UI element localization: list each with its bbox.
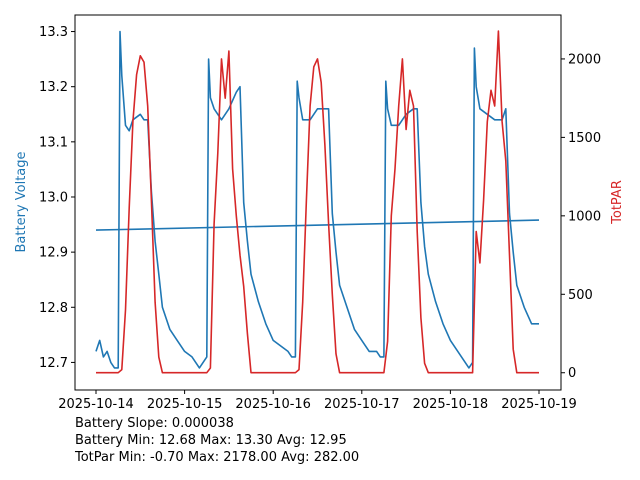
battery-voltage-line <box>95 30 539 369</box>
left-y-tick-label: 12.7 <box>39 356 68 371</box>
x-tick-label: 2025-10-15 <box>147 397 223 412</box>
x-tick-label: 2025-10-18 <box>413 397 489 412</box>
right-y-axis-label: TotPAR <box>610 180 625 225</box>
right-y-tick-label: 1500 <box>568 131 601 146</box>
left-y-axis-label: Battery Voltage <box>14 151 29 252</box>
right-y-tick-label: 0 <box>568 366 576 381</box>
battery-slope-text: Battery Slope: 0.000038 <box>75 416 234 431</box>
left-y-axis: 12.7 12.8 12.9 13.0 13.1 13.2 13.3 <box>39 25 75 371</box>
left-y-tick-label: 13.3 <box>39 25 68 40</box>
battery-trend-line <box>95 219 540 231</box>
right-y-tick-label: 2000 <box>568 52 601 67</box>
right-y-axis: 0 500 1000 1500 2000 <box>561 52 601 381</box>
left-y-tick-label: 13.1 <box>39 135 68 150</box>
series-layer <box>95 30 540 374</box>
left-y-tick-label: 13.2 <box>39 80 68 95</box>
totpar-stats-text: TotPar Min: -0.70 Max: 2178.00 Avg: 282.… <box>75 450 360 465</box>
x-tick-label: 2025-10-14 <box>58 397 134 412</box>
x-tick-label: 2025-10-16 <box>235 397 311 412</box>
left-y-tick-label: 12.8 <box>39 301 68 316</box>
stats-panel: Battery Slope: 0.000038 Battery Min: 12.… <box>75 415 359 466</box>
x-axis: 2025-10-14 2025-10-15 2025-10-16 2025-10-17… <box>58 390 577 412</box>
plot-frame <box>74 14 562 391</box>
totpar-line <box>96 30 539 374</box>
left-y-tick-label: 13.0 <box>39 190 68 205</box>
battery-stats-text: Battery Min: 12.68 Max: 13.30 Avg: 12.95 <box>75 433 347 448</box>
right-y-tick-label: 500 <box>568 288 593 303</box>
x-tick-label: 2025-10-17 <box>324 397 400 412</box>
left-y-tick-label: 12.9 <box>39 246 68 261</box>
right-y-tick-label: 1000 <box>568 209 601 224</box>
x-tick-label: 2025-10-19 <box>501 397 577 412</box>
